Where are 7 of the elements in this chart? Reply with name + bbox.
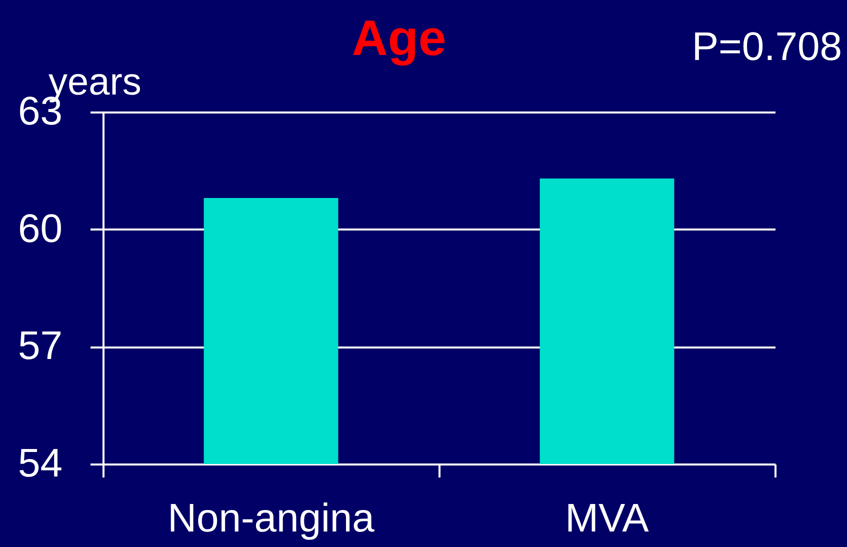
text: P=0.708 xyxy=(692,25,842,69)
x-tick-label: Non-angina xyxy=(168,496,376,540)
y-tick-label: 54 xyxy=(18,442,62,486)
y-tick-label: 57 xyxy=(18,324,62,368)
x-tick-label: MVA xyxy=(565,496,650,540)
chart-title: Age xyxy=(352,10,446,66)
y-tick-label: 60 xyxy=(18,206,62,251)
